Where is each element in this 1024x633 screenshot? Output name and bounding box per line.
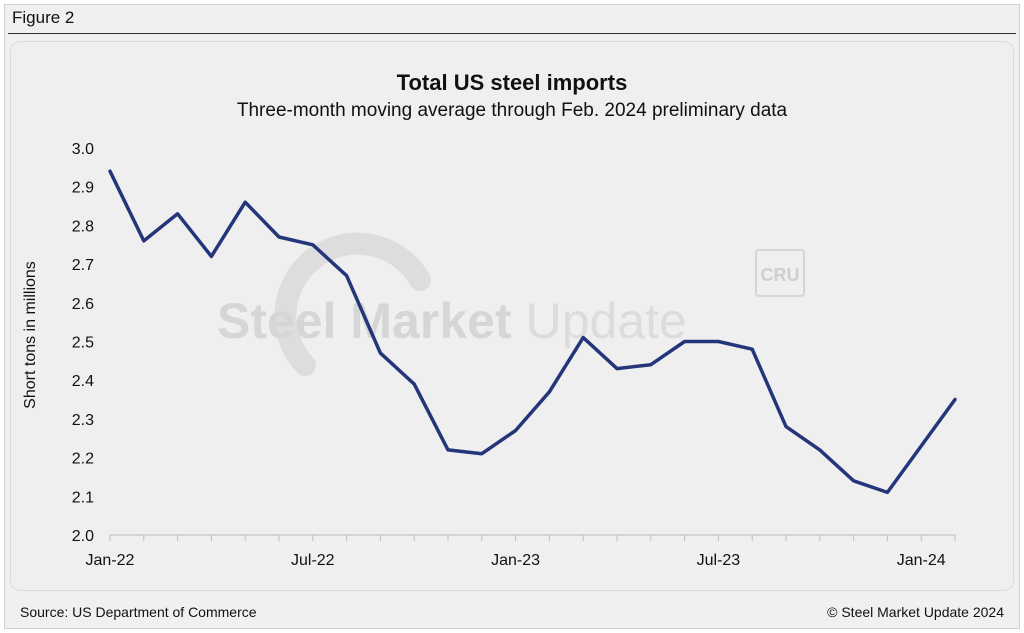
watermark-brand: Steel Market <box>217 293 512 349</box>
y-tick-label: 2.8 <box>72 218 94 235</box>
x-tick-label: Jan-22 <box>86 552 135 569</box>
watermark-badge-box <box>755 249 805 297</box>
y-tick-label: 2.7 <box>72 257 94 274</box>
y-tick-label: 2.3 <box>72 412 94 429</box>
x-tick-label: Jul-23 <box>697 552 741 569</box>
y-tick-label: 2.6 <box>72 296 94 313</box>
y-tick-label: 2.0 <box>72 528 94 545</box>
watermark-brand-light: Update <box>526 293 687 349</box>
x-tick-label: Jan-23 <box>491 552 540 569</box>
y-axis: 2.0 2.1 2.2 2.3 2.4 2.5 2.6 2.7 2.8 2.9 3.0 <box>72 141 94 545</box>
y-tick-label: 3.0 <box>72 141 94 158</box>
x-tick-label: Jul-22 <box>291 552 335 569</box>
figure-divider <box>8 33 1016 34</box>
source-note: Source: US Department of Commerce <box>20 604 257 620</box>
watermark: Steel Market Update CRU <box>217 232 805 376</box>
y-tick-label: 2.4 <box>72 373 94 390</box>
chart-panel <box>10 41 1014 591</box>
figure-label: Figure 2 <box>12 8 75 27</box>
series-line <box>108 169 957 495</box>
x-tick-label: Jan-24 <box>897 552 946 569</box>
x-axis: Jan-22 Jul-22 Jan-23 Jul-23 Jan-24 <box>86 534 956 569</box>
chart-title: Total US steel imports <box>396 70 628 95</box>
y-tick-label: 2.1 <box>72 489 94 506</box>
y-tick-label: 2.5 <box>72 335 94 352</box>
series-group <box>108 169 957 495</box>
y-tick-label: 2.2 <box>72 451 94 468</box>
watermark-badge: CRU <box>761 265 800 285</box>
chart-subtitle: Three-month moving average through Feb. … <box>236 100 788 121</box>
y-tick-label: 2.9 <box>72 180 94 197</box>
copyright-note: © Steel Market Update 2024 <box>827 604 1004 620</box>
watermark-swoosh-icon <box>274 232 431 376</box>
y-axis-label: Short tons in millions <box>22 261 39 409</box>
